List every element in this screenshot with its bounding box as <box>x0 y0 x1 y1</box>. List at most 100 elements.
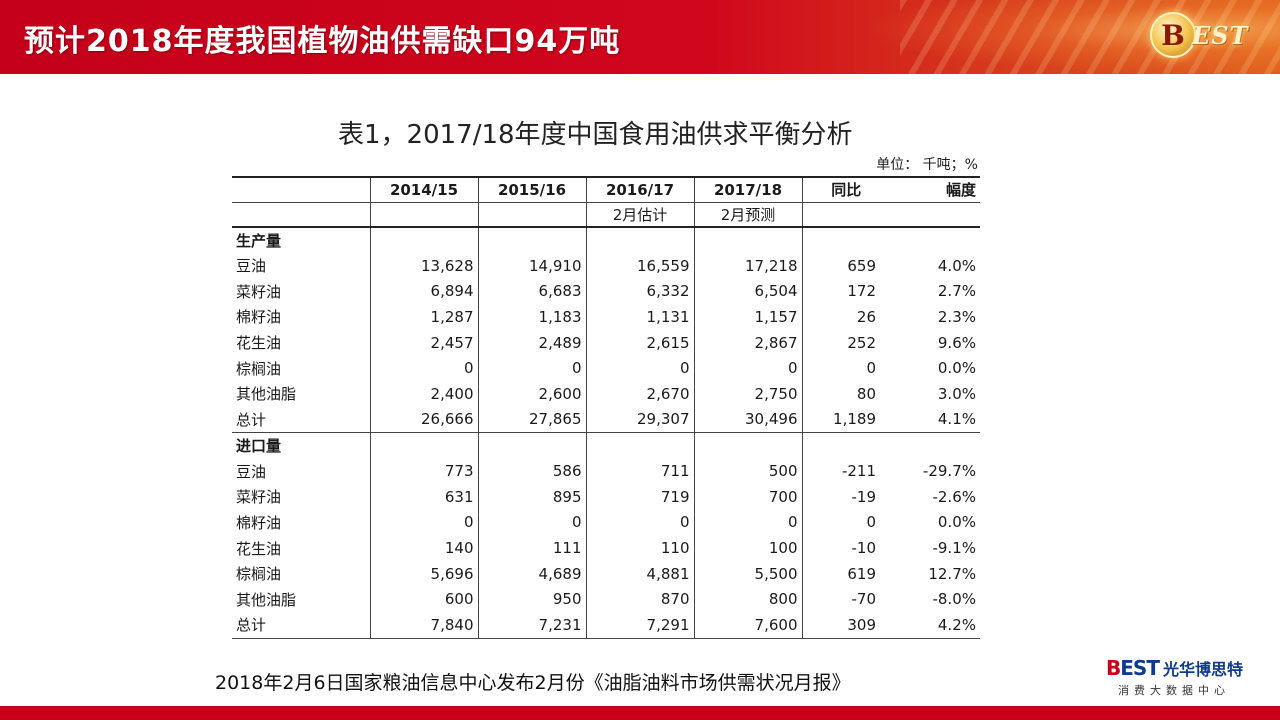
cell-2015-16: 2,600 <box>477 381 586 407</box>
table-body: 生产量 豆油 13,628 14,910 16,559 17,218 659 4.0% 菜籽油 6… <box>232 227 980 639</box>
section-row: 进口量 <box>232 432 980 459</box>
table-row: 菜籽油 6,894 6,683 6,332 6,504 172 2.7% <box>232 278 980 305</box>
subheader-2016-17: 2月估计 <box>585 202 694 228</box>
cell-yoy: 619 <box>801 560 890 587</box>
cell-pct: 4.0% <box>937 256 976 275</box>
row-label: 总计 <box>232 612 370 639</box>
column-header-label <box>232 176 370 203</box>
section-title: 生产量 <box>236 231 282 250</box>
cell-2016-17: 711 <box>585 458 694 484</box>
cell-2017-18: 700 <box>693 483 802 510</box>
best-logo-bottom: BEST 光华博思特 消费大数据中心 <box>1106 656 1266 704</box>
logo-est-letters: EST <box>1120 656 1160 680</box>
row-label: 总计 <box>236 410 267 429</box>
cell-2014-15: 773 <box>369 458 478 484</box>
cell-pct: 2.7% <box>937 282 976 301</box>
cell-pct: 4.2% <box>890 612 980 639</box>
cell-2016-17: 16,559 <box>585 252 694 279</box>
cell-2015-16: 586 <box>477 458 586 484</box>
cell-2014-15: 26,666 <box>369 406 478 433</box>
cell-2017-18: 1,157 <box>693 304 802 330</box>
cell-pct: 3.0% <box>937 384 976 403</box>
row-label: 花生油 <box>236 334 282 353</box>
cell-yoy: 172 <box>801 278 890 305</box>
cell-2015-16: 111 <box>477 535 586 561</box>
section-spacer-cell <box>477 227 586 253</box>
cell-pct: 9.6% <box>937 333 976 352</box>
section-spacer-cell <box>693 432 802 459</box>
row-label: 棕榈油 <box>236 565 282 584</box>
section-spacer-cell <box>585 432 694 459</box>
cell-2015-16: 7,231 <box>477 612 586 639</box>
table-row: 菜籽油 631 895 719 700 -19 -2.6% <box>232 483 980 510</box>
row-label: 豆油 <box>236 257 267 276</box>
subheader-label <box>232 202 370 228</box>
section-spacer-cell <box>369 432 478 459</box>
column-header-pct: 幅度 <box>890 176 980 203</box>
cell-2014-15: 140 <box>369 535 478 561</box>
cell-2014-15: 7,840 <box>369 612 478 639</box>
row-label: 菜籽油 <box>236 488 282 507</box>
subheader-pct <box>890 202 980 228</box>
cell-2016-17: 870 <box>585 586 694 613</box>
section-spacer-cell <box>585 227 694 253</box>
cell-pct: 4.1% <box>937 410 976 429</box>
cell-2015-16: 2,489 <box>477 329 586 356</box>
cell-pct: 2.3% <box>937 307 976 326</box>
row-label: 棉籽油 <box>236 308 282 327</box>
column-header-2016-17: 2016/17 <box>585 176 694 203</box>
supply-demand-table: 2014/15 2015/16 2016/17 2017/18 同比 幅度 2月… <box>232 176 980 639</box>
cell-pct: -2.6% <box>932 487 976 506</box>
cell-2017-18: 30,496 <box>693 406 802 433</box>
cell-2015-16: 950 <box>477 586 586 613</box>
section-title: 进口量 <box>232 432 370 459</box>
cell-yoy: 80 <box>801 381 890 407</box>
logo-est-text: EST <box>1192 20 1249 50</box>
section-spacer-cell <box>693 227 802 253</box>
table-caption: 表1，2017/18年度中国食用油供求平衡分析 <box>338 120 853 150</box>
section-spacer-cell <box>369 227 478 253</box>
cell-yoy: 1,189 <box>801 406 890 433</box>
table-unit: 单位： 千吨；% <box>876 157 978 173</box>
cell-2016-17: 29,307 <box>585 406 694 433</box>
row-label: 棉籽油 <box>236 513 282 532</box>
cell-2017-18: 17,218 <box>693 252 802 279</box>
table-row: 总计 7,840 7,231 7,291 7,600 309 4.2% <box>232 612 980 639</box>
cell-yoy: 26 <box>801 304 890 330</box>
cell-2015-16: 27,865 <box>477 406 586 433</box>
row-label: 棕榈油 <box>236 359 282 378</box>
cell-2016-17: 2,615 <box>585 329 694 356</box>
cell-2015-16: 0 <box>477 355 586 382</box>
column-header-2015-16: 2015/16 <box>477 176 586 203</box>
cell-2014-15: 631 <box>369 483 478 510</box>
cell-2017-18: 100 <box>693 535 802 561</box>
cell-pct: -29.7% <box>922 462 976 481</box>
row-label: 花生油 <box>236 539 282 558</box>
section-row: 生产量 <box>232 227 980 253</box>
best-logo-top: B EST <box>1150 10 1260 60</box>
header-glow <box>860 0 1280 74</box>
section-spacer-cell <box>890 432 980 459</box>
cell-2017-18: 7,600 <box>693 612 802 639</box>
cell-2014-15: 1,287 <box>369 304 478 330</box>
cell-2014-15: 0 <box>369 509 478 536</box>
cell-2015-16: 0 <box>477 509 586 536</box>
logo-tagline: 消费大数据中心 <box>1118 684 1230 697</box>
row-label: 其他油脂 <box>236 590 297 609</box>
cell-2014-15: 13,628 <box>369 252 478 279</box>
cell-2016-17: 4,881 <box>585 560 694 587</box>
subheader-2015-16 <box>477 202 586 228</box>
cell-2014-15: 5,696 <box>369 560 478 587</box>
logo-company-name: 光华博思特 <box>1162 660 1243 679</box>
cell-yoy: 252 <box>801 329 890 356</box>
cell-2014-15: 2,400 <box>369 381 478 407</box>
cell-2015-16: 1,183 <box>477 304 586 330</box>
column-header-2014-15: 2014/15 <box>369 176 478 203</box>
cell-yoy: 0 <box>801 509 890 536</box>
cell-yoy: -10 <box>801 535 890 561</box>
subheader-2017-18: 2月预测 <box>693 202 802 228</box>
table-card: 表1，2017/18年度中国食用油供求平衡分析 单位： 千吨；% 2014/15… <box>228 100 988 646</box>
cell-yoy: -70 <box>801 586 890 613</box>
cell-pct: 0.0% <box>937 513 976 532</box>
cell-2016-17: 1,131 <box>585 304 694 330</box>
